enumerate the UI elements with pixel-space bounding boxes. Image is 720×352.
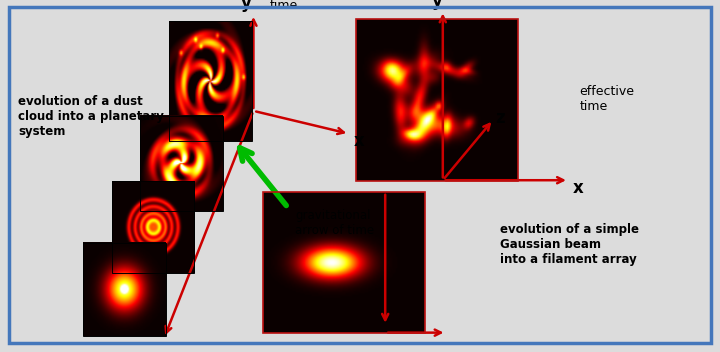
Text: time: time <box>270 0 298 12</box>
Text: y: y <box>431 0 443 10</box>
Text: y: y <box>240 0 252 12</box>
Bar <box>356 19 518 181</box>
Text: gravitational
arrow of time: gravitational arrow of time <box>295 209 374 238</box>
Bar <box>263 192 425 333</box>
Text: effective
time: effective time <box>580 84 634 113</box>
Text: z: z <box>495 109 505 127</box>
Bar <box>140 116 223 211</box>
Text: x: x <box>354 132 365 150</box>
Bar <box>169 21 252 141</box>
Bar <box>83 243 166 336</box>
Text: evolution of a dust
cloud into a planetary
system: evolution of a dust cloud into a planeta… <box>18 95 164 138</box>
Text: x: x <box>572 178 583 197</box>
Text: evolution of a simple
Gaussian beam
into a filament array: evolution of a simple Gaussian beam into… <box>500 223 639 266</box>
Bar <box>112 181 194 273</box>
